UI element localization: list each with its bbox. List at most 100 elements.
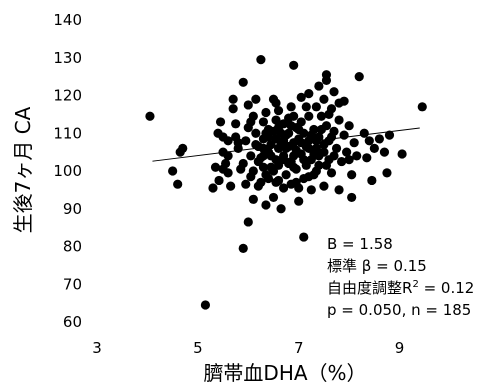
data-point: [384, 130, 395, 140]
data-point: [367, 175, 377, 186]
y-tick-label: 70: [63, 275, 82, 293]
data-point: [223, 151, 233, 161]
data-point: [208, 183, 218, 193]
data-point: [261, 200, 271, 210]
data-point: [231, 119, 241, 129]
data-point: [344, 121, 354, 131]
stat-b: B = 1.58: [327, 235, 393, 253]
data-point: [301, 102, 311, 112]
stat-r2-suffix: = 0.12: [419, 279, 475, 297]
data-point: [329, 151, 339, 161]
stat-beta: 標準 β = 0.15: [327, 257, 427, 275]
data-point: [359, 128, 369, 138]
y-tick-label: 60: [63, 313, 82, 331]
data-point: [304, 172, 314, 182]
data-point: [304, 89, 314, 99]
data-point: [145, 111, 155, 121]
data-point: [334, 185, 344, 195]
data-point: [294, 196, 304, 206]
data-point: [316, 124, 327, 135]
x-tick-label: 7: [294, 339, 304, 357]
y-tick-label: 120: [53, 87, 82, 105]
data-point: [278, 183, 289, 193]
y-tick-label: 130: [53, 49, 82, 67]
y-tick-label: 140: [53, 11, 82, 29]
data-point: [271, 115, 281, 125]
data-point: [261, 107, 271, 118]
data-point: [311, 136, 321, 146]
data-point: [289, 111, 299, 121]
data-point: [321, 160, 332, 170]
data-point: [243, 100, 253, 110]
data-point: [321, 70, 332, 80]
data-point: [168, 166, 178, 176]
data-point: [258, 162, 269, 172]
y-tick-label: 110: [53, 124, 82, 142]
data-point: [291, 177, 301, 187]
data-point: [374, 134, 384, 144]
data-point: [268, 166, 279, 176]
y-tick-label: 90: [63, 200, 82, 218]
data-point: [273, 122, 284, 133]
x-axis-ticks: 3 5 7 9: [92, 339, 404, 357]
data-point: [251, 139, 261, 150]
data-point: [173, 179, 183, 189]
data-point: [299, 232, 309, 242]
data-point: [286, 156, 296, 167]
data-point: [178, 143, 188, 153]
data-point: [258, 143, 269, 153]
data-point: [289, 60, 299, 70]
data-point: [243, 217, 253, 227]
data-point: [296, 117, 306, 127]
data-point: [248, 166, 258, 176]
data-point: [223, 136, 233, 146]
y-tick-label: 100: [53, 162, 82, 180]
data-point: [251, 128, 261, 138]
x-tick-label: 9: [395, 339, 405, 357]
data-point: [286, 121, 296, 131]
data-point: [344, 155, 354, 165]
data-point: [326, 168, 337, 178]
data-point: [253, 181, 263, 191]
data-point: [379, 147, 390, 157]
x-tick-label: 5: [193, 339, 203, 357]
data-point: [369, 143, 379, 153]
data-point: [347, 192, 357, 203]
data-point: [266, 151, 276, 161]
data-point: [362, 153, 372, 163]
data-point: [271, 134, 281, 144]
y-axis-ticks: 60 70 80 90 100 110 120 130 140: [53, 11, 82, 331]
data-point: [382, 168, 392, 178]
data-point: [319, 139, 329, 150]
data-point: [228, 104, 238, 114]
data-point: [352, 151, 362, 161]
data-point: [417, 102, 427, 112]
data-point: [251, 94, 261, 104]
data-point: [241, 179, 251, 189]
data-point: [241, 136, 251, 146]
data-point: [278, 155, 289, 165]
data-point: [326, 132, 337, 142]
data-point: [342, 147, 352, 157]
data-point: [397, 149, 407, 159]
data-point: [296, 92, 306, 102]
x-tick-label: 3: [92, 339, 102, 357]
data-point: [286, 102, 296, 112]
data-point: [347, 170, 357, 180]
data-point: [354, 72, 364, 82]
data-point: [248, 194, 258, 204]
data-point: [294, 124, 304, 135]
data-point: [314, 81, 324, 91]
data-point: [281, 170, 291, 180]
data-point: [273, 175, 284, 186]
data-point: [296, 138, 306, 148]
data-point: [319, 94, 329, 104]
stat-r2-superscript: 2: [412, 279, 418, 290]
statistics-annotation: B = 1.58 標準 β = 0.15 自由度調整R2 = 0.12 p = …: [327, 235, 474, 319]
data-points: [145, 55, 427, 310]
data-point: [226, 181, 236, 191]
data-point: [284, 141, 294, 152]
data-point: [329, 87, 339, 97]
data-point: [349, 138, 359, 148]
